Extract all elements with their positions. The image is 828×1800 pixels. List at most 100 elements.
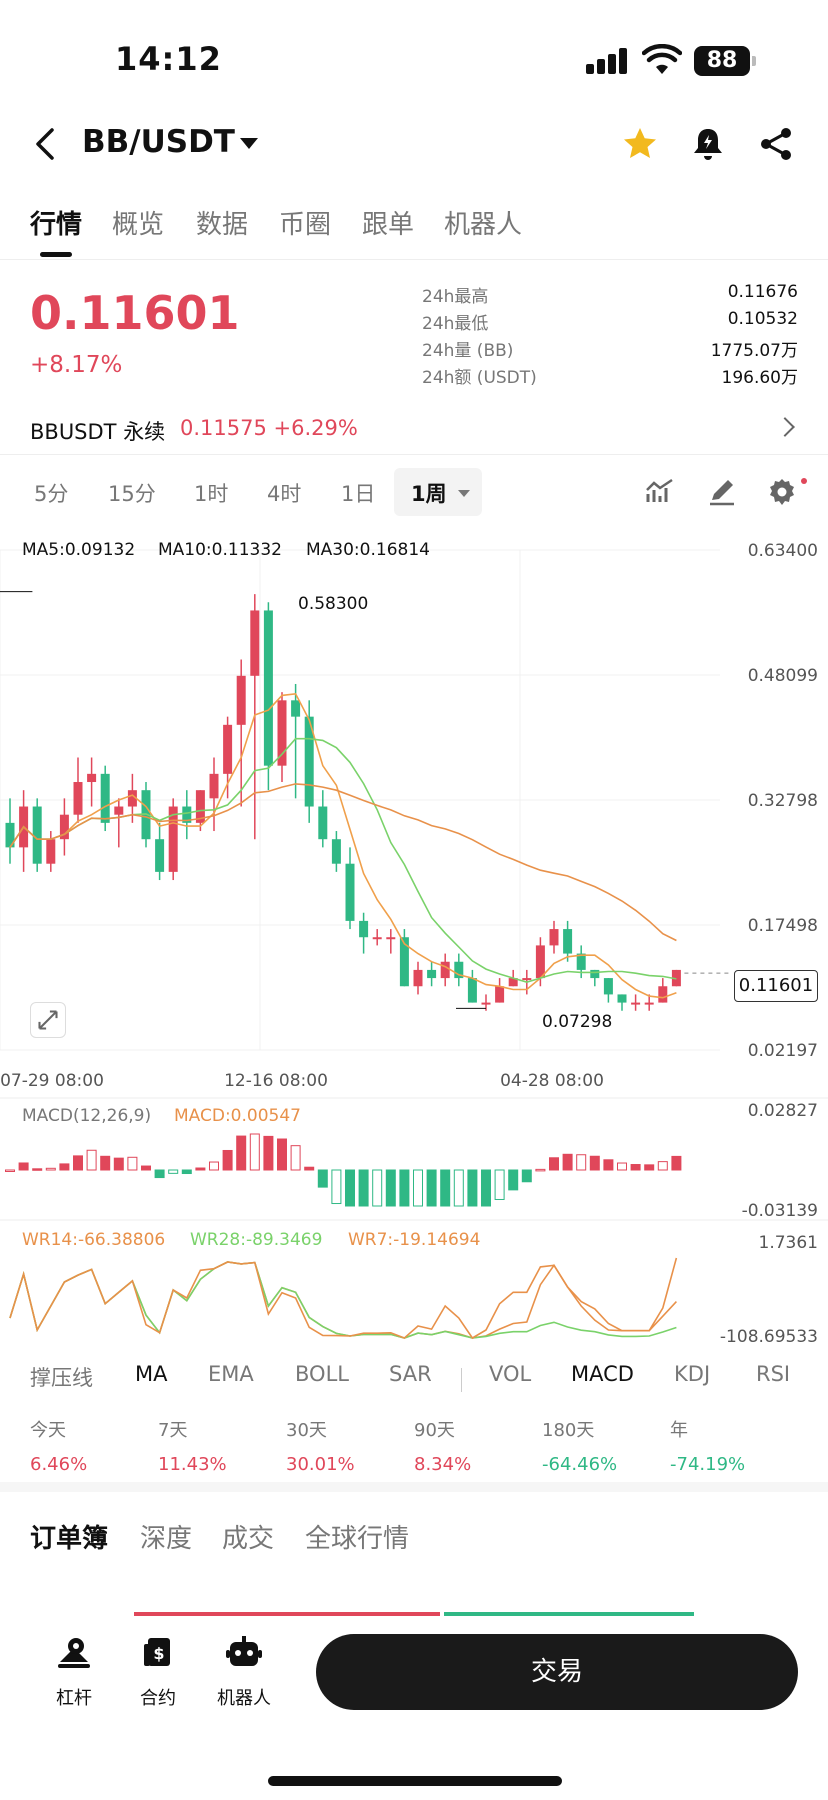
period-label: 7天 <box>158 1420 188 1441</box>
macd-histogram-bar <box>222 1149 233 1171</box>
candle-body <box>467 978 477 1003</box>
pair-title[interactable]: BB/USDT <box>82 124 235 160</box>
tab-market[interactable]: 行情 <box>30 210 83 240</box>
tab-global-market[interactable]: 全球行情 <box>305 1524 410 1554</box>
draw-pen-icon[interactable] <box>706 476 738 508</box>
candle-body <box>563 929 573 954</box>
tab-overview[interactable]: 概览 <box>112 210 165 240</box>
tab-order-book[interactable]: 订单簿 <box>30 1524 109 1554</box>
interval-dropdown-icon[interactable] <box>458 490 470 497</box>
wr-axis-label: 1.7361 <box>759 1233 818 1253</box>
period-performance: 今天 6.46% 7天 11.43% 30天 30.01% 90天 8.34% 180天… <box>0 1416 828 1486</box>
candle-body <box>603 978 613 995</box>
interval-1h[interactable]: 1时 <box>194 482 229 506</box>
candle-body <box>46 839 56 864</box>
period-value: -74.19% <box>670 1454 746 1475</box>
status-time: 14:12 <box>115 40 222 78</box>
price-change: +8.17% <box>30 352 123 378</box>
price-alert-bell-icon[interactable] <box>688 124 728 164</box>
indicator-macd[interactable]: MACD <box>571 1362 634 1386</box>
candle-body <box>168 806 178 872</box>
stat-label: 24h最低 <box>422 314 489 334</box>
y-axis-label: 0.63400 <box>748 541 818 561</box>
x-axis-label: 04-28 08:00 <box>500 1071 604 1091</box>
interval-15m[interactable]: 15分 <box>108 482 156 506</box>
kline-chart-svg: 0.63400 0.48099 0.32798 0.17498 0.02197 07-29… <box>0 541 828 1347</box>
macd-histogram-bar <box>249 1133 260 1171</box>
macd-histogram-bar <box>630 1164 641 1171</box>
macd-histogram-bar <box>290 1145 301 1171</box>
back-icon[interactable] <box>26 122 66 166</box>
candle-body <box>413 969 423 987</box>
trade-button[interactable]: 交易 <box>316 1634 798 1710</box>
tab-data[interactable]: 数据 <box>196 210 249 240</box>
candle-body <box>440 961 450 979</box>
macd-histogram-bar <box>413 1169 423 1207</box>
tab-coin-circle[interactable]: 币圈 <box>279 210 332 240</box>
macd-histogram-bar <box>263 1135 274 1171</box>
macd-histogram-bar <box>304 1166 315 1171</box>
ma5-legend: MA5:0.09132 <box>22 540 136 560</box>
macd-histogram-bar <box>399 1169 410 1207</box>
tab-bot[interactable]: 机器人 <box>444 210 523 240</box>
macd-params-legend: MACD(12,26,9) <box>22 1106 152 1126</box>
indicator-chart-icon[interactable] <box>644 476 676 508</box>
nav-bot[interactable]: 机器人 <box>204 1632 284 1710</box>
indicator-kdj[interactable]: KDJ <box>674 1362 711 1386</box>
nav-margin[interactable]: 杠杆 <box>34 1632 114 1710</box>
stat-value: 0.11676 <box>727 282 798 302</box>
candle-body <box>631 1002 641 1005</box>
nav-futures[interactable]: $ 合约 <box>118 1632 198 1710</box>
stat-label: 24h额 (USDT) <box>422 368 537 388</box>
period-label: 年 <box>670 1420 688 1441</box>
indicator-sar[interactable]: SAR <box>389 1362 432 1386</box>
macd-histogram-bar <box>5 1169 15 1172</box>
macd-histogram-bar <box>562 1153 573 1171</box>
indicator-boll[interactable]: BOLL <box>295 1362 349 1386</box>
macd-histogram-bar <box>277 1138 287 1171</box>
interval-1w[interactable]: 1周 <box>411 482 447 506</box>
indicator-vol[interactable]: VOL <box>489 1362 532 1386</box>
period-item: 30天 30.01% <box>286 1416 406 1475</box>
wifi-icon <box>642 44 682 74</box>
macd-histogram-bar <box>671 1155 682 1171</box>
candle-body <box>73 782 83 815</box>
candle-body <box>209 773 219 799</box>
tab-trades[interactable]: 成交 <box>222 1524 275 1554</box>
kline-chart[interactable]: 0.63400 0.48099 0.32798 0.17498 0.02197 07-29… <box>0 530 828 1360</box>
interval-5m[interactable]: 5分 <box>34 482 69 506</box>
current-price-tag: 0.11601 <box>734 970 818 1002</box>
candle-body <box>277 700 287 766</box>
indicator-ema[interactable]: EMA <box>208 1362 254 1386</box>
indicator-rsi[interactable]: RSI <box>756 1362 791 1386</box>
expand-chart-icon[interactable] <box>30 1002 66 1038</box>
perpetual-link[interactable]: BBUSDT 永续 0.11575 +6.29% <box>30 416 800 450</box>
macd-histogram-bar <box>45 1167 56 1171</box>
share-icon[interactable] <box>756 124 796 164</box>
interval-4h[interactable]: 4时 <box>267 482 302 506</box>
indicator-ma[interactable]: MA <box>135 1362 168 1386</box>
period-item: 90天 8.34% <box>414 1416 534 1475</box>
nav-bot-label: 机器人 <box>217 1688 271 1709</box>
favorite-star-icon[interactable] <box>620 124 660 164</box>
tab-depth[interactable]: 深度 <box>140 1524 193 1554</box>
macd-histogram-bar <box>589 1155 600 1171</box>
macd-histogram-bar <box>440 1169 451 1207</box>
svg-text:$: $ <box>153 1644 164 1663</box>
robot-icon <box>226 1636 262 1666</box>
candle-body <box>427 969 437 979</box>
pair-dropdown-icon[interactable] <box>240 138 258 149</box>
settings-gear-icon[interactable] <box>766 476 798 508</box>
tab-copy-trade[interactable]: 跟单 <box>362 210 415 240</box>
low-price-marker: 0.07298 <box>542 1012 613 1032</box>
period-label: 90天 <box>414 1420 455 1441</box>
wr-axis-label: -108.69533 <box>720 1327 818 1347</box>
macd-histogram-bar <box>100 1155 111 1171</box>
macd-histogram-bar <box>467 1169 478 1207</box>
wr7-line <box>9 1257 678 1340</box>
stat-value: 0.10532 <box>727 309 798 329</box>
settings-notification-dot <box>801 478 807 484</box>
indicator-support-resistance[interactable]: 撑压线 <box>30 1366 93 1390</box>
x-axis-label: 12-16 08:00 <box>224 1071 328 1091</box>
interval-1d[interactable]: 1日 <box>341 482 376 506</box>
